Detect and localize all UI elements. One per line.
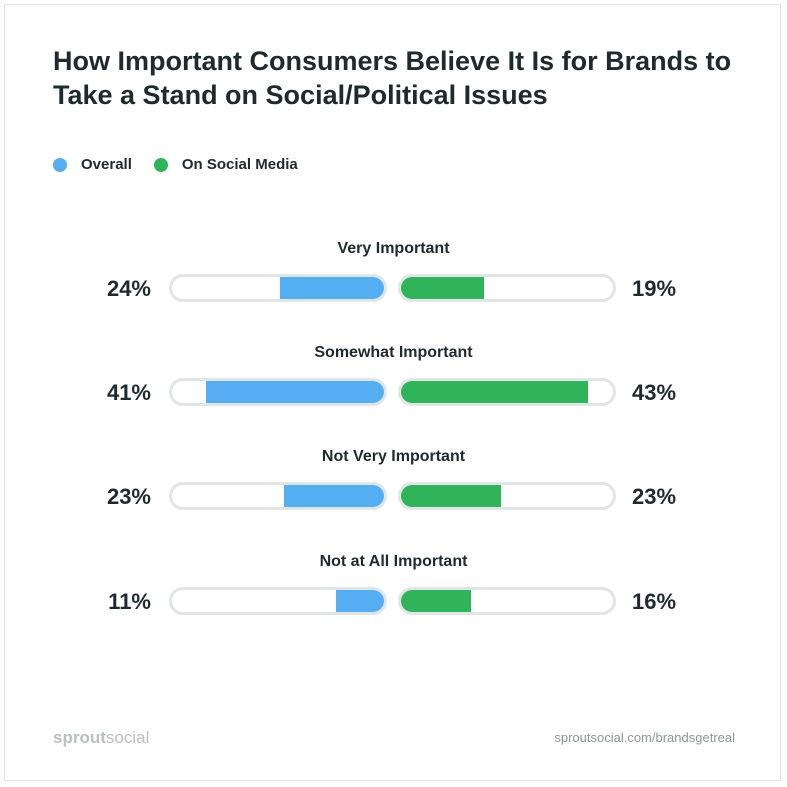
overall-bar-track: [169, 482, 387, 510]
category-label: Somewhat Important: [314, 344, 473, 361]
overall-bar: [279, 277, 384, 299]
overall-value-label: 41%: [106, 380, 151, 405]
logo-light: social: [105, 728, 150, 747]
overall-bar-track: [169, 587, 387, 615]
overall-value-label: 24%: [106, 276, 151, 301]
social-value-label: 23%: [632, 484, 677, 509]
category-label: Not at All Important: [319, 553, 468, 570]
legend-label-social: On Social Media: [181, 156, 298, 173]
chart-frame: [4, 4, 781, 781]
legend: Overall On Social Media: [53, 156, 320, 173]
chart-title: How Important Consumers Believe It Is fo…: [53, 46, 732, 110]
overall-bar: [284, 485, 384, 507]
social-bar: [401, 381, 588, 403]
social-bar: [401, 485, 501, 507]
social-bar-track: [398, 274, 616, 302]
sprout-social-logo: sproutsocial: [53, 728, 149, 748]
social-value-label: 19%: [632, 276, 677, 301]
social-value-label: 43%: [632, 380, 677, 405]
category-label: Not Very Important: [321, 448, 466, 465]
overall-bar: [205, 381, 384, 403]
social-bar: [401, 590, 471, 612]
overall-bar: [336, 590, 384, 612]
footer-url: sproutsocial.com/brandsgetreal: [554, 730, 735, 745]
social-bar-track: [398, 587, 616, 615]
social-bar: [401, 277, 484, 299]
category-label: Very Important: [337, 240, 450, 257]
legend-item-social: On Social Media: [153, 156, 298, 173]
social-value-label: 16%: [632, 589, 677, 614]
logo-strong: sprout: [53, 728, 106, 747]
social-bar-track: [398, 482, 616, 510]
overall-value-label: 23%: [106, 484, 151, 509]
legend-dot-overall: [53, 157, 67, 172]
legend-item-overall: Overall: [53, 156, 132, 173]
social-bar-track: [398, 378, 616, 406]
legend-label-overall: Overall: [81, 156, 132, 173]
overall-bar-track: [169, 378, 387, 406]
legend-dot-social: [153, 157, 168, 172]
overall-value-label: 11%: [108, 589, 151, 614]
overall-bar-track: [169, 274, 387, 302]
